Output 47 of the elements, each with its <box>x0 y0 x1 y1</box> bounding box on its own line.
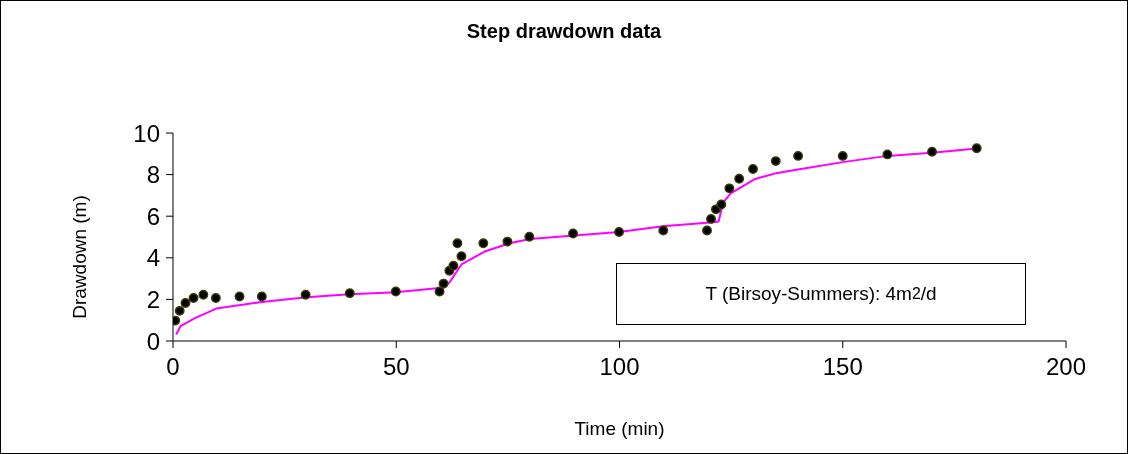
x-tick-label: 200 <box>1045 353 1087 381</box>
y-tick-label: 2 <box>146 285 160 313</box>
point <box>390 286 401 297</box>
x-tick-label: 50 <box>382 353 410 381</box>
point <box>344 288 355 299</box>
point <box>882 149 893 160</box>
y-tick-label: 10 <box>133 119 160 147</box>
point <box>180 297 191 308</box>
x-tick-label: 150 <box>822 353 863 381</box>
point <box>568 228 579 239</box>
point <box>524 231 535 242</box>
point <box>706 213 716 224</box>
point <box>837 150 848 161</box>
point <box>188 292 199 303</box>
y-tick-label: 8 <box>146 161 160 189</box>
point <box>927 146 937 157</box>
point <box>174 305 185 316</box>
point <box>448 260 459 271</box>
point <box>748 164 758 174</box>
x-axis-title: Time (min) <box>573 418 666 440</box>
y-tick-label: 6 <box>146 202 160 230</box>
point <box>478 238 489 249</box>
point <box>456 251 467 262</box>
point <box>734 173 745 184</box>
point <box>724 183 735 194</box>
chart-title: Step drawdown data <box>465 20 663 43</box>
y-tick-label: 4 <box>146 244 160 272</box>
point <box>793 150 804 161</box>
point <box>434 286 445 297</box>
point <box>702 225 712 236</box>
x-tick-label: 100 <box>599 353 640 381</box>
point <box>234 291 245 302</box>
point <box>210 292 221 303</box>
point <box>971 143 982 154</box>
point <box>452 238 463 249</box>
point <box>198 289 209 300</box>
y-axis-title: Drawdown (m) <box>69 195 91 319</box>
point <box>770 156 781 167</box>
x-tick-label: 0 <box>166 353 180 381</box>
point <box>502 236 513 247</box>
point <box>716 199 727 210</box>
point <box>658 225 669 236</box>
y-tick-label: 0 <box>146 327 160 355</box>
point <box>614 227 624 237</box>
point <box>256 291 267 302</box>
point <box>438 278 449 289</box>
point <box>300 289 311 300</box>
